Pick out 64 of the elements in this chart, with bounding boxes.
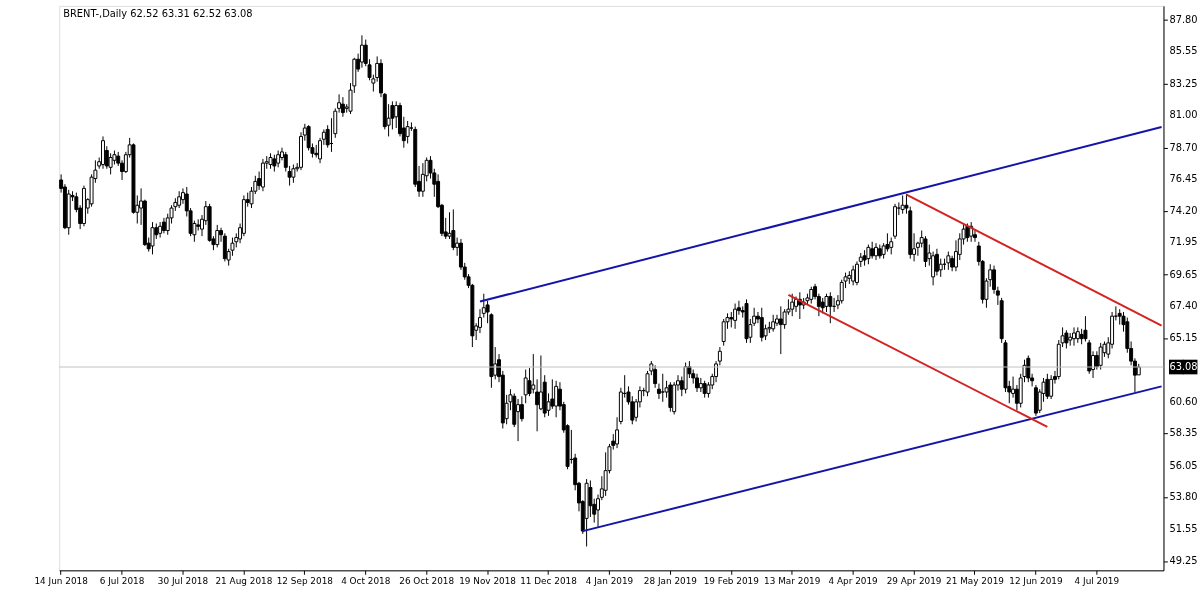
x-tick-label: 19 Nov 2018: [459, 575, 517, 586]
candlestick: [554, 380, 559, 418]
y-tick-label: 67.40: [1169, 300, 1198, 312]
candlestick: [516, 398, 521, 442]
x-tick-label: 13 Mar 2019: [764, 575, 821, 586]
y-tick-label: 69.65: [1169, 268, 1198, 280]
y-tick-label: 81.00: [1169, 109, 1198, 121]
candlestick: [653, 364, 658, 389]
candlestick: [1049, 374, 1054, 400]
y-tick-label: 53.80: [1169, 491, 1198, 503]
x-tick-label: 26 Oct 2018: [399, 575, 455, 586]
y-tick-label: 74.20: [1169, 204, 1198, 216]
x-tick-label: 12 Jun 2019: [1009, 575, 1063, 586]
candlestick: [314, 144, 319, 159]
x-tick-label: 4 Jul 2019: [1074, 575, 1120, 586]
candlestick: [158, 221, 163, 239]
chart-title: BRENT-,Daily 62.52 63.31 62.52 63.08: [63, 7, 253, 19]
x-tick-label: 4 Jan 2019: [585, 575, 634, 586]
candlestick: [851, 265, 856, 286]
candlestick: [938, 258, 943, 278]
x-tick-label: 21 Aug 2018: [215, 575, 273, 586]
candlestick: [874, 242, 878, 261]
y-tick-label: 58.35: [1169, 427, 1198, 439]
y-tick-label: 83.25: [1169, 77, 1198, 89]
candlestick: [222, 232, 227, 262]
x-tick-label: 14 Jun 2018: [34, 575, 89, 586]
candlestick: [359, 34, 364, 69]
y-tick-label: 78.70: [1169, 141, 1198, 153]
x-tick-label: 21 May 2019: [946, 575, 1005, 586]
candlestick: [660, 373, 665, 403]
candlestick: [1072, 326, 1076, 347]
candlestick: [215, 224, 220, 248]
y-tick-label: 60.60: [1169, 395, 1198, 407]
candlestick: [733, 303, 738, 330]
y-tick-label: 65.15: [1169, 331, 1198, 343]
y-tick-label: 56.05: [1169, 459, 1198, 471]
x-tick-label: 19 Feb 2019: [703, 575, 760, 586]
x-tick-label: 30 Jul 2018: [157, 575, 209, 586]
candlestick: [260, 158, 265, 192]
x-tick-label: 12 Sep 2018: [276, 575, 334, 586]
candlestick: [923, 235, 928, 268]
candlestick: [1094, 350, 1099, 371]
candlestick: [1083, 315, 1088, 342]
candlestick: [1045, 373, 1050, 400]
x-tick-label: 11 Dec 2018: [520, 575, 578, 586]
y-tick-label: 51.55: [1169, 522, 1198, 534]
y-tick-label: 85.55: [1169, 45, 1198, 57]
x-tick-label: 4 Oct 2018: [341, 575, 391, 586]
candlestick: [420, 162, 425, 198]
candlestick: [340, 96, 345, 118]
candlestick: [1026, 355, 1031, 383]
y-tick-label: 87.80: [1169, 13, 1198, 25]
y-tick-label: 71.95: [1169, 236, 1198, 248]
x-tick-label: 29 Apr 2019: [886, 575, 942, 586]
y-tick-label: 76.45: [1169, 173, 1198, 185]
candlestick: [965, 223, 970, 243]
y-tick-label: 49.25: [1169, 555, 1198, 567]
ref-line-label: 63.08: [1169, 360, 1198, 372]
x-tick-label: 4 Apr 2019: [828, 575, 879, 586]
candlestick: [828, 291, 833, 324]
candlestick: [101, 135, 105, 170]
x-tick-label: 6 Jul 2018: [99, 575, 145, 586]
x-tick-label: 28 Jan 2019: [643, 575, 698, 586]
candlestick: [759, 307, 764, 342]
